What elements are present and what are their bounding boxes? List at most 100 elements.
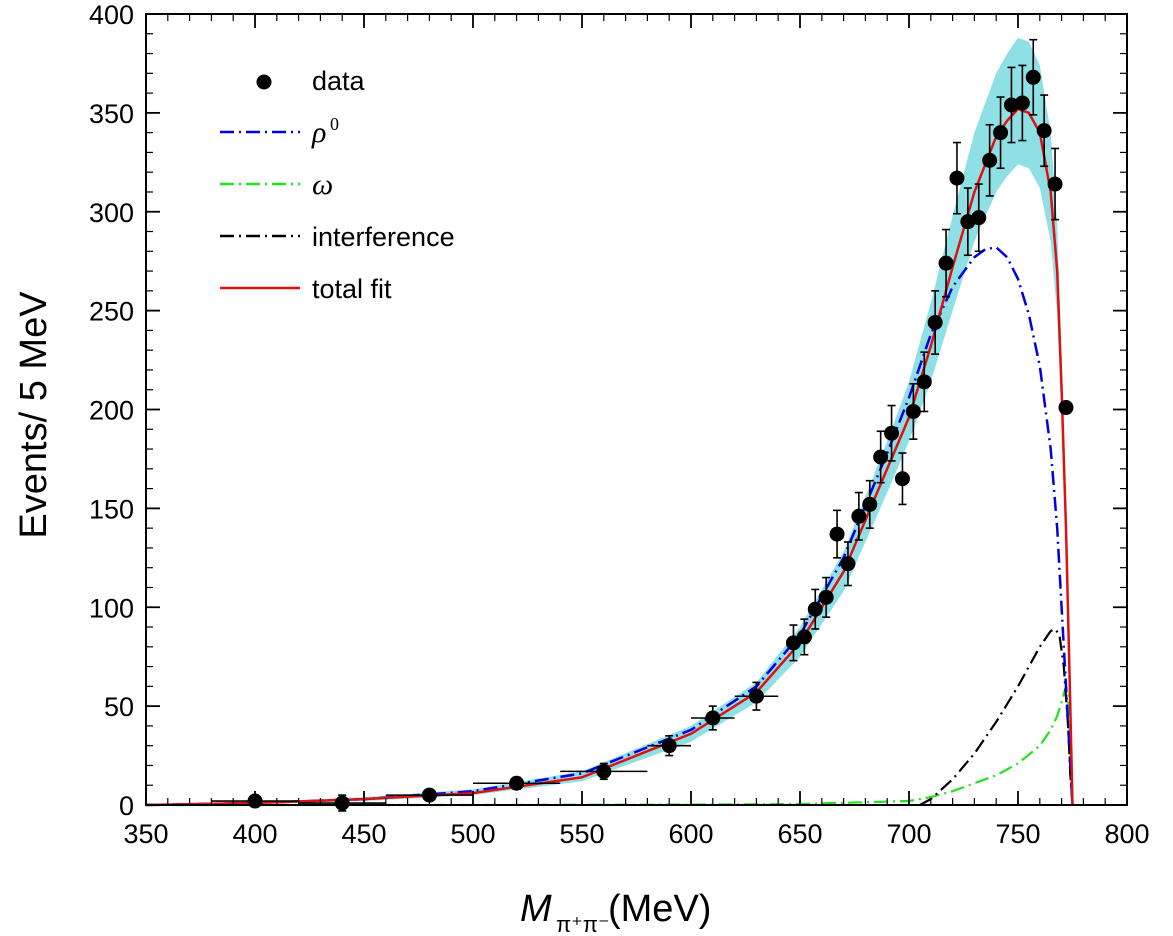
x-tick-label: 650 — [777, 819, 822, 849]
data-point — [916, 351, 932, 413]
data-marker — [509, 775, 525, 791]
x-tick-label: 700 — [886, 819, 931, 849]
x-axis-title-symbol: M — [520, 888, 552, 930]
legend-label: interference — [312, 222, 455, 252]
x-axis-title-subscript: π⁺π⁻ — [556, 912, 610, 936]
data-point — [1047, 147, 1063, 221]
total-fit-error-band — [146, 37, 1073, 805]
data-marker — [1047, 176, 1063, 192]
y-tick-label: 400 — [89, 0, 134, 30]
data-marker — [748, 688, 764, 704]
data-marker — [661, 738, 677, 754]
x-tick-label: 750 — [995, 819, 1040, 849]
interference-curve — [919, 627, 1074, 806]
y-tick-label: 0 — [119, 791, 134, 821]
x-tick-label: 350 — [123, 819, 168, 849]
legend-item-total: total fit — [220, 274, 392, 304]
x-axis-title: M π⁺π⁻ (MeV) — [520, 888, 711, 936]
y-tick-label: 150 — [89, 494, 134, 524]
legend-item-omega: ω — [220, 168, 333, 201]
rho-curve — [145, 245, 1074, 807]
y-tick-label: 50 — [104, 692, 134, 722]
data-marker — [1058, 400, 1074, 416]
x-axis-title-unit: (MeV) — [608, 888, 711, 930]
legend-label: data — [312, 66, 366, 96]
total-fit-curve — [145, 107, 1074, 807]
x-tick-label: 400 — [232, 819, 277, 849]
legend-label: ω — [312, 168, 333, 201]
data-point — [829, 509, 845, 559]
legend-marker — [256, 74, 272, 90]
data-marker — [905, 403, 921, 419]
x-tick-label: 500 — [450, 819, 495, 849]
data-marker — [949, 170, 965, 186]
data-point — [884, 404, 900, 462]
data-point — [851, 491, 867, 541]
data-points-layer — [211, 38, 1074, 812]
legend: data ρ 0 ω interference total fit — [220, 66, 455, 304]
data-point — [734, 681, 779, 711]
data-point — [971, 183, 987, 253]
data-point — [785, 624, 801, 662]
data-marker — [938, 255, 954, 271]
y-tick-label: 350 — [89, 99, 134, 129]
data-point — [1025, 38, 1041, 116]
y-tick-label: 300 — [89, 198, 134, 228]
data-point — [473, 775, 561, 791]
data-marker — [796, 629, 812, 645]
data-point — [1014, 64, 1030, 142]
data-point — [938, 228, 954, 298]
data-marker — [916, 374, 932, 390]
omega-curve — [146, 682, 1074, 807]
data-point — [905, 382, 921, 440]
data-marker — [971, 210, 987, 226]
data-point — [993, 96, 1009, 170]
data-point — [894, 452, 910, 506]
data-marker — [421, 787, 437, 803]
data-marker — [807, 601, 823, 617]
data-marker — [1036, 123, 1052, 139]
data-point — [647, 734, 691, 757]
data-marker — [840, 556, 856, 572]
legend-label: ρ — [311, 116, 326, 149]
data-marker — [596, 763, 612, 779]
data-point — [807, 588, 823, 630]
data-marker — [1025, 69, 1041, 85]
data-point — [927, 290, 943, 355]
data-point — [1036, 94, 1052, 168]
data-point — [796, 618, 812, 656]
data-marker — [851, 508, 867, 524]
data-marker — [1014, 95, 1030, 111]
x-tick-label: 550 — [559, 819, 604, 849]
data-marker — [873, 449, 889, 465]
data-point — [840, 541, 856, 587]
data-point — [560, 762, 648, 781]
data-marker — [894, 471, 910, 487]
legend-item-interference: interference — [220, 222, 455, 252]
y-axis-title: Events/ 5 MeV — [13, 291, 55, 539]
data-point — [873, 430, 889, 484]
y-tick-label: 250 — [89, 297, 134, 327]
data-marker — [993, 125, 1009, 141]
fit-curves-layer — [145, 107, 1074, 807]
data-point — [982, 123, 998, 197]
axes-layer: 350 400 450 500 550 600 650 700 750 800 0 50 100 150 2… — [89, 0, 1150, 849]
y-tick-label: 100 — [89, 593, 134, 623]
y-tick-label: 200 — [89, 396, 134, 426]
data-point — [818, 576, 834, 618]
data-marker — [829, 526, 845, 542]
legend-label: total fit — [312, 274, 392, 304]
data-marker — [818, 589, 834, 605]
data-point — [1058, 400, 1074, 416]
data-marker — [705, 710, 721, 726]
data-marker — [982, 152, 998, 168]
data-marker — [927, 314, 943, 330]
data-marker — [884, 425, 900, 441]
x-tick-label: 800 — [1104, 819, 1149, 849]
error-band-layer — [146, 37, 1073, 805]
data-point — [949, 141, 965, 215]
x-tick-label: 450 — [341, 819, 386, 849]
data-point — [862, 479, 878, 529]
